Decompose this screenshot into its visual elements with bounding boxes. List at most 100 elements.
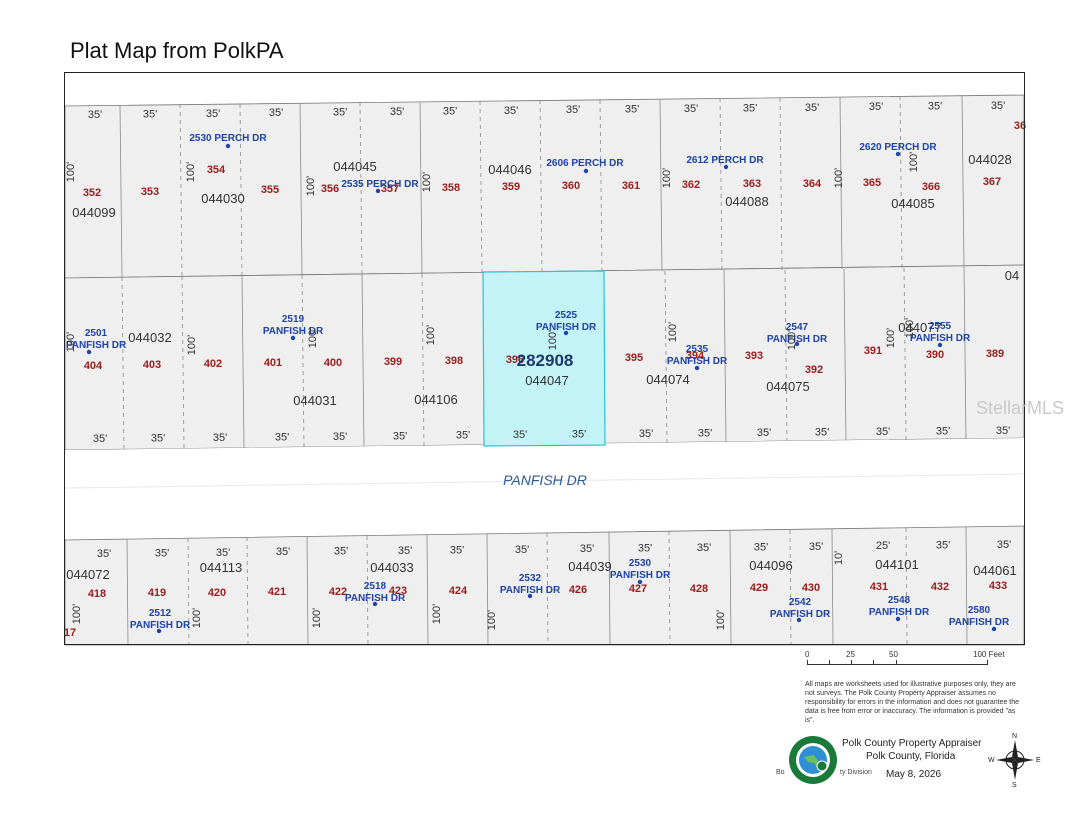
depth-dimension: 100' xyxy=(65,332,77,352)
address-point[interactable] xyxy=(372,601,378,607)
address-point[interactable] xyxy=(583,168,589,174)
property-appraiser-logo xyxy=(789,736,837,784)
address-street: PANFISH DR xyxy=(949,617,1010,628)
address-point[interactable] xyxy=(375,188,381,194)
address-number: 2530 xyxy=(629,558,652,569)
parcel-number: 044085 xyxy=(891,196,934,211)
address-point[interactable] xyxy=(156,628,162,634)
scale-tick xyxy=(829,660,830,665)
address-point[interactable] xyxy=(796,617,802,623)
address-point[interactable] xyxy=(86,349,92,355)
frontage-dimension: 35' xyxy=(757,427,771,439)
frontage-dimension: 35' xyxy=(143,108,157,120)
address-point[interactable] xyxy=(937,342,943,348)
address-point[interactable] xyxy=(637,579,643,585)
frontage-dimension: 35' xyxy=(206,108,220,120)
page-title: Plat Map from PolkPA xyxy=(70,38,284,63)
lot-number: 352 xyxy=(83,187,101,199)
lower-lot-lines xyxy=(126,526,968,646)
lot-number: 393 xyxy=(745,350,763,362)
depth-dimension: 100' xyxy=(833,168,845,188)
scale-label-0: 0 xyxy=(805,650,810,659)
parcel-number: 044072 xyxy=(66,567,109,582)
address-number: 2532 xyxy=(519,573,542,584)
address-label: 2535 PERCH DR xyxy=(341,179,419,190)
address-street: PANFISH DR xyxy=(130,620,191,631)
lot-number: 389 xyxy=(986,348,1004,360)
lot-number: 364 xyxy=(803,178,822,190)
address-point[interactable] xyxy=(895,616,901,622)
depth-dimension: 100' xyxy=(786,330,798,350)
lot-number: 430 xyxy=(802,582,820,594)
address-number: 2548 xyxy=(888,595,911,606)
address-point[interactable] xyxy=(527,593,533,599)
frontage-dimension: 35' xyxy=(515,544,529,556)
street-band xyxy=(65,438,1024,540)
middle-lot-lines xyxy=(121,266,967,450)
address-street: PANFISH DR xyxy=(500,585,561,596)
lot-number: 427 xyxy=(629,583,647,595)
lot-number: 401 xyxy=(264,357,282,369)
address-point[interactable] xyxy=(794,341,800,347)
depth-dimension: 100' xyxy=(191,608,203,628)
address-point[interactable] xyxy=(991,626,997,632)
lot-number: 358 xyxy=(442,182,460,194)
parcel-number: 04 xyxy=(1005,268,1019,283)
frontage-dimension: 35' xyxy=(333,431,347,443)
address-point[interactable] xyxy=(723,164,729,170)
frontage-dimension: 35' xyxy=(936,540,950,552)
depth-dimension: 100' xyxy=(185,162,197,182)
lot-number: 433 xyxy=(989,580,1007,592)
scale-tick xyxy=(851,660,852,665)
depth-dimension: 100' xyxy=(431,604,443,624)
lot-number: 362 xyxy=(682,179,700,191)
lower-block xyxy=(64,525,1025,646)
parcel-number: 044106 xyxy=(414,392,457,407)
parcel-number: 044046 xyxy=(488,162,531,177)
footer-left-text: Bo xyxy=(776,769,785,776)
frontage-dimension: 35' xyxy=(275,431,289,443)
parcel-number: 044033 xyxy=(370,560,413,575)
address-point[interactable] xyxy=(895,151,901,157)
compass-s: S xyxy=(1012,782,1017,788)
frontage-dimension: 35' xyxy=(333,107,347,119)
lot-number: 360 xyxy=(562,180,580,192)
disclaimer: All maps are worksheets used for illustr… xyxy=(805,681,1020,724)
highlighted-parcel-id: 282908 xyxy=(517,351,574,370)
highlighted-lot-number: 396 xyxy=(506,354,524,366)
lot-number: 365 xyxy=(863,177,881,189)
depth-dimension: 100' xyxy=(661,168,673,188)
lot-number: 363 xyxy=(743,178,761,190)
compass-e: E xyxy=(1036,757,1041,764)
frontage-dimension: 35' xyxy=(155,547,169,559)
address-point[interactable] xyxy=(290,335,296,341)
frontage-dimension: 35' xyxy=(639,428,653,440)
upper-lot-lines xyxy=(119,95,965,278)
lot-number: 420 xyxy=(208,587,226,599)
lot-number: 432 xyxy=(931,581,949,593)
frontage-dimension: 35' xyxy=(928,101,942,113)
address-point[interactable] xyxy=(694,365,700,371)
address-point[interactable] xyxy=(225,143,231,149)
footer-division-text: ty Division xyxy=(840,769,872,776)
frontage-dimension: 35' xyxy=(809,541,823,553)
parcel-number: 044101 xyxy=(875,557,918,572)
address-number: 2512 xyxy=(149,608,172,619)
address-number: 2580 xyxy=(968,605,991,616)
depth-dimension: 100' xyxy=(305,176,317,196)
parcel-number: 044030 xyxy=(201,191,244,206)
map-labels: 35' 35' 35' 35' 35' 35' 35' 35' 35' 35' 35' 35' 35' 3… xyxy=(64,100,1026,639)
frontage-dimension: 35' xyxy=(805,102,819,114)
frontage-dimension: 35' xyxy=(151,432,165,444)
frontage-dimension: 35' xyxy=(876,426,890,438)
lot-number: 404 xyxy=(84,360,103,372)
scale-tick xyxy=(896,660,897,665)
address-number: 2535 xyxy=(686,344,709,355)
lot-number: 354 xyxy=(207,164,226,176)
scale-tick xyxy=(987,660,988,665)
address-point[interactable] xyxy=(563,330,569,336)
depth-dimension: 100' xyxy=(486,610,498,630)
frontage-dimension: 35' xyxy=(697,542,711,554)
highlighted-parcel[interactable] xyxy=(482,270,606,447)
